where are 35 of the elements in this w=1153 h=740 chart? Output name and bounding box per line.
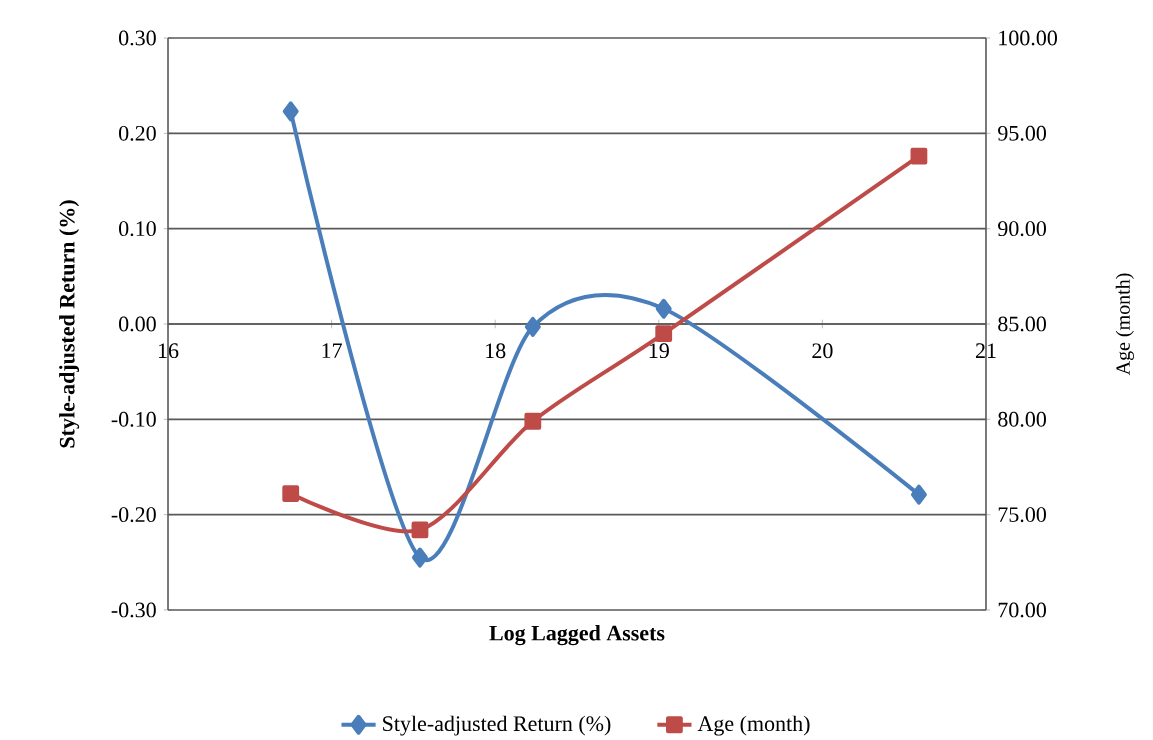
y2-tick-label: 80.00 — [998, 411, 1046, 427]
point — [655, 298, 672, 319]
x-tick-label: 20 — [812, 343, 833, 359]
legend-label: Style-adjusted Return (%) — [383, 715, 611, 736]
x-tick-label: 16 — [158, 343, 179, 359]
y2-tick-label: 100.00 — [999, 30, 1057, 46]
y2-tick-label: 85.00 — [998, 316, 1046, 332]
x-tick-label: 19 — [649, 343, 669, 359]
y2-tick-label: 95.00 — [998, 125, 1046, 141]
x-tick-label: 17 — [322, 343, 342, 358]
point — [655, 325, 673, 342]
y-tick-label: 0.00 — [119, 316, 156, 332]
point — [282, 101, 299, 122]
point — [910, 484, 927, 505]
y2-tick-label: 70.00 — [998, 602, 1046, 618]
x-tick-label: 21 — [975, 343, 996, 358]
point — [411, 521, 429, 539]
x-tick-label: 18 — [486, 343, 506, 359]
y-tick-label: -0.10 — [111, 411, 156, 427]
y-tick-label: 0.20 — [119, 125, 156, 141]
y-tick-label: -0.30 — [111, 602, 156, 618]
point — [524, 316, 541, 337]
point — [282, 485, 300, 503]
point — [524, 412, 542, 430]
y-axis-title: Style-adjusted Return (%) — [59, 200, 80, 448]
y2-tick-label: 75.00 — [998, 507, 1046, 523]
x-axis-title: Log Lagged Assets — [489, 625, 665, 646]
point — [910, 147, 928, 165]
legend-label: Age (month) — [697, 715, 810, 736]
y-tick-label: 0.10 — [119, 221, 156, 237]
y-tick-label: 0.30 — [119, 30, 156, 46]
point — [411, 547, 428, 568]
y-tick-label: -0.20 — [111, 507, 156, 523]
y2-axis-title: Age (month) — [1115, 273, 1134, 376]
y2-tick-label: 90.00 — [998, 221, 1046, 237]
